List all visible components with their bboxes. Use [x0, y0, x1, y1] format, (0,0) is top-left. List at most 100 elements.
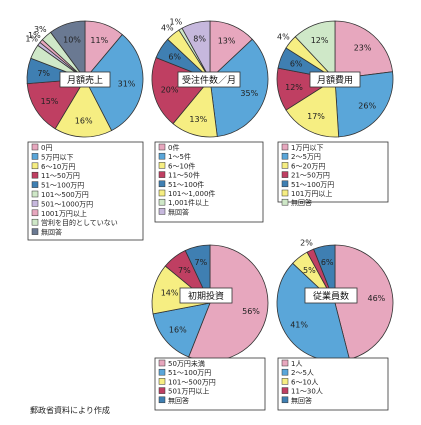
data-label: 3% [34, 25, 47, 34]
legend-swatch [31, 228, 39, 235]
legend-label: 1,001件以上 [168, 198, 209, 207]
data-label: 16% [169, 326, 187, 335]
legend-label: 51〜100万円 [41, 182, 84, 190]
data-label: 4% [161, 23, 174, 32]
legend-swatch [158, 208, 166, 215]
legend-label: 21〜50万円 [291, 172, 330, 180]
data-label: 12% [311, 36, 329, 45]
legend-swatch [158, 152, 166, 160]
data-label: 8% [193, 35, 206, 44]
chart-title-box [59, 71, 111, 88]
data-label: 7% [37, 69, 50, 78]
chart-title-box [179, 287, 233, 304]
legend-label: 無回答 [291, 198, 312, 207]
pie-slice [334, 71, 394, 138]
legend-swatch [281, 198, 289, 206]
legend-label: 2〜5人 [291, 369, 314, 377]
legend-swatch [31, 162, 39, 170]
chart-title-box [309, 71, 361, 88]
legend-label: 11〜50件 [168, 171, 200, 180]
legend-label: 無回答 [41, 228, 62, 237]
data-label: 35% [240, 89, 258, 98]
legend-swatch [281, 143, 289, 151]
legend-swatch [281, 162, 289, 169]
pie-slice [54, 78, 113, 138]
legend-label: 5万円以下 [41, 153, 73, 161]
legend-frame [154, 141, 264, 223]
legend-swatch [158, 198, 166, 206]
legend-label: 0円 [41, 144, 52, 152]
pie-chart-1: 11%31%16%15%7%1%1%3%10%月額売上0円5万円以下6〜10万円… [25, 20, 144, 241]
legend-swatch [158, 396, 166, 404]
data-label: 31% [118, 80, 136, 89]
chart-title: 受注件数／月 [182, 74, 236, 86]
data-label: 56% [242, 307, 260, 316]
legend-swatch [158, 189, 166, 197]
data-label: 13% [218, 37, 236, 46]
pie-slice [181, 20, 211, 80]
legend-label: 1人 [291, 360, 302, 368]
legend-label: 11〜30人 [291, 388, 323, 396]
legend-swatch [158, 171, 166, 178]
pie-chart-2: 13% 35% 13% 20% 6% 4%1% 8% 受注件数／月 0件1〜5件6〜10件11〜… [151, 17, 269, 223]
pie-slice [285, 78, 340, 138]
legend-swatch [281, 171, 289, 178]
data-label: 1% [170, 17, 183, 26]
legend-swatch [158, 143, 166, 151]
data-label: 1% [28, 31, 41, 40]
legend-frame [277, 357, 389, 411]
legend-label: 6〜10件 [168, 161, 195, 170]
chart-title: 初期投資 [188, 290, 224, 302]
legend-label: 6〜20万円 [291, 162, 325, 170]
legend-swatch [31, 153, 39, 160]
legend-swatch [158, 162, 166, 169]
data-label: 14% [161, 289, 179, 298]
legend-swatch [281, 189, 289, 197]
legend-swatch [281, 152, 289, 160]
pie-slice [334, 20, 393, 80]
legend-label: 501万円以上 [168, 387, 209, 396]
data-label: 7% [195, 258, 208, 267]
legend-label: 1〜5件 [168, 152, 191, 161]
pie-slice [294, 20, 336, 81]
legend-swatch [281, 378, 289, 385]
legend-label: 50万円未満 [168, 359, 205, 368]
pie-chart-4: 56% 16% 14% 7% 7% 初期投資 50万円未満51〜100万円101〜500万円… [151, 244, 269, 411]
legend-label: 1001万円以上 [41, 209, 87, 218]
legend: 0件1〜5件6〜10件11〜50件51〜100件101〜1,000件1,001件… [154, 141, 264, 223]
data-label: 4% [277, 32, 290, 41]
legend-swatch [281, 387, 289, 394]
chart-title: 月額費用 [317, 74, 353, 86]
legend-label: 無回答 [291, 396, 312, 405]
data-label: 7% [178, 266, 191, 275]
data-label: 6% [290, 60, 303, 69]
legend-label: 51〜100万円 [291, 181, 334, 189]
legend-label: 51〜100万円 [168, 369, 211, 377]
pie-slice [152, 302, 211, 358]
legend-swatch [158, 368, 166, 376]
data-label: 11% [90, 36, 108, 45]
pie-slice [26, 78, 86, 130]
legend-label: 営利を目的としていない [41, 218, 118, 227]
legend-label: 51〜100件 [168, 180, 204, 189]
legend-frame [277, 141, 389, 203]
data-label: 41% [290, 320, 308, 329]
legend-swatch [281, 359, 289, 367]
data-label: 5% [303, 266, 316, 275]
legend-swatch [31, 181, 39, 188]
data-label: 46% [368, 294, 386, 303]
chart-title-box [177, 71, 241, 88]
legend-label: 6〜10万円 [41, 163, 75, 171]
legend-swatch [158, 387, 166, 394]
legend-swatch [31, 190, 39, 198]
data-label: 17% [307, 112, 325, 121]
legend-frame [27, 141, 144, 241]
data-label: 15% [41, 97, 59, 106]
pie-slice [209, 38, 269, 137]
data-label: 10% [63, 35, 81, 44]
data-label: 26% [358, 102, 376, 111]
data-label: 6% [168, 53, 181, 62]
